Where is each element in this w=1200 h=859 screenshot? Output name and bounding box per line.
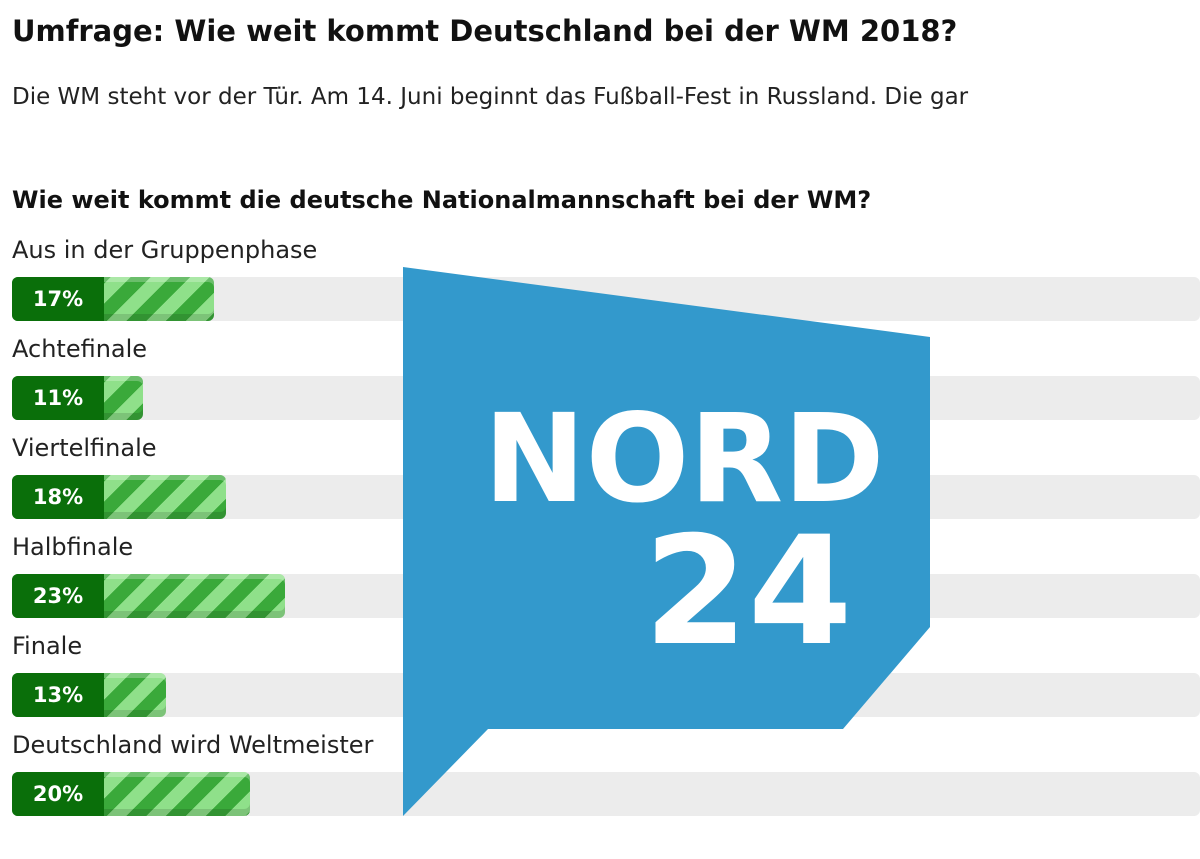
nord24-logo: NORD 24 [403, 267, 930, 816]
poll-option-label: Finale [12, 632, 83, 660]
poll-option-label: Aus in der Gruppenphase [12, 236, 318, 264]
logo-text-nord: NORD [483, 388, 884, 530]
poll-percent-badge: 11% [12, 376, 104, 420]
article-intro: Die WM steht vor der Tür. Am 14. Juni be… [12, 84, 969, 110]
poll-percent-badge: 20% [12, 772, 104, 816]
poll-percent-badge: 17% [12, 277, 104, 321]
poll-option-label: Halbfinale [12, 533, 134, 561]
poll-percent-badge: 23% [12, 574, 104, 618]
logo-text-24: 24 [644, 505, 853, 679]
poll-option-label: Deutschland wird Weltmeister [12, 731, 374, 759]
poll-bar-track: 20% [12, 772, 1200, 816]
poll-option-label: Achtefinale [12, 335, 148, 363]
poll-option-label: Viertelfinale [12, 434, 157, 462]
poll-question: Wie weit kommt die deutsche Nationalmann… [12, 186, 872, 214]
poll-option[interactable]: Deutschland wird Weltmeister 20% [12, 731, 1200, 830]
poll-percent-badge: 18% [12, 475, 104, 519]
page-title: Umfrage: Wie weit kommt Deutschland bei … [12, 14, 958, 48]
logo-speech-bubble-shape [403, 267, 930, 816]
poll-percent-badge: 13% [12, 673, 104, 717]
